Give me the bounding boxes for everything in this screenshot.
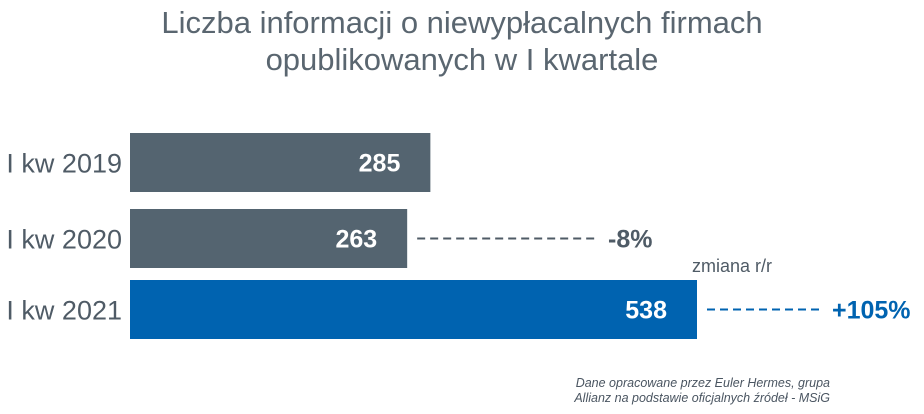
bar-1 bbox=[130, 133, 431, 192]
value-label-3: 538 bbox=[625, 297, 667, 325]
change-label-3: +105% bbox=[832, 297, 911, 325]
bar-3 bbox=[130, 280, 697, 339]
category-label-1: I kw 2019 bbox=[6, 149, 122, 179]
category-label-2: I kw 2020 bbox=[6, 225, 122, 255]
chart-title-line-1: Liczba informacji o niewypłacalnych firm… bbox=[161, 5, 763, 40]
bar-2 bbox=[130, 209, 408, 268]
chart-title-line-2: opublikowanych w I kwartale bbox=[265, 42, 659, 77]
chart-title: Liczba informacji o niewypłacalnych firm… bbox=[0, 4, 924, 78]
change-label-2: -8% bbox=[608, 226, 652, 254]
change-caption: zmiana r/r bbox=[692, 256, 772, 276]
source-note: Dane opracowane przez Euler Hermes, grup… bbox=[574, 376, 830, 406]
source-line-1: Dane opracowane przez Euler Hermes, grup… bbox=[575, 376, 830, 390]
value-label-2: 263 bbox=[335, 226, 377, 254]
category-label-3: I kw 2021 bbox=[6, 296, 122, 326]
value-label-1: 285 bbox=[359, 150, 401, 178]
source-line-2: Allianz na podstawie oficjalnych źródeł … bbox=[574, 391, 830, 405]
